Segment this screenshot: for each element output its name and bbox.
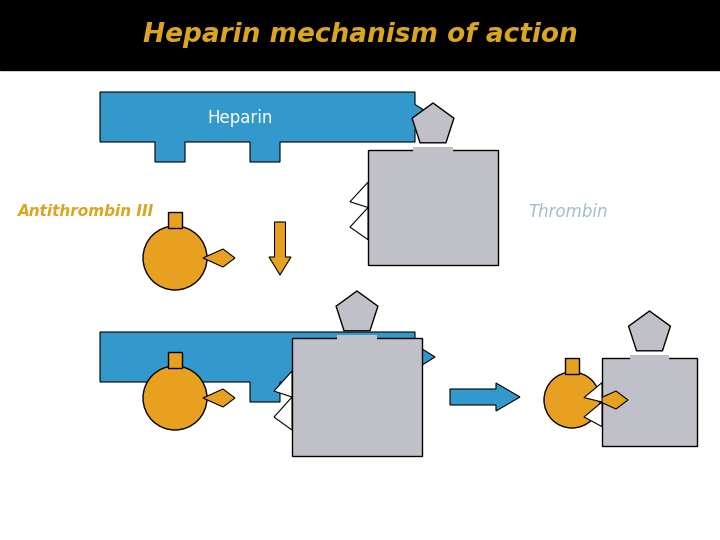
Circle shape: [143, 366, 207, 430]
Polygon shape: [584, 383, 602, 402]
Text: Heparin mechanism of action: Heparin mechanism of action: [143, 22, 577, 48]
Circle shape: [544, 372, 600, 428]
Polygon shape: [100, 92, 435, 162]
FancyArrow shape: [450, 383, 520, 411]
Bar: [413, 147, 453, 152]
Polygon shape: [336, 291, 378, 331]
Text: Heparin: Heparin: [207, 109, 273, 127]
Polygon shape: [584, 402, 602, 427]
Polygon shape: [412, 103, 454, 143]
Text: Antithrombin III: Antithrombin III: [18, 205, 154, 219]
Bar: [602, 358, 697, 446]
Polygon shape: [203, 249, 235, 267]
Circle shape: [143, 226, 207, 290]
Polygon shape: [274, 397, 292, 430]
FancyArrow shape: [269, 222, 291, 275]
Bar: [368, 150, 498, 265]
Polygon shape: [203, 389, 235, 407]
Polygon shape: [350, 182, 368, 207]
Bar: [168, 212, 182, 228]
Bar: [630, 355, 670, 360]
Bar: [292, 338, 422, 456]
Polygon shape: [100, 332, 435, 402]
Text: Thrombin: Thrombin: [528, 203, 608, 221]
Polygon shape: [274, 371, 292, 397]
Polygon shape: [596, 391, 628, 409]
Polygon shape: [350, 207, 368, 240]
Bar: [565, 358, 579, 374]
Bar: [168, 352, 182, 368]
Bar: [0, 0, 720, 70]
Polygon shape: [629, 311, 670, 351]
Bar: [337, 335, 377, 340]
